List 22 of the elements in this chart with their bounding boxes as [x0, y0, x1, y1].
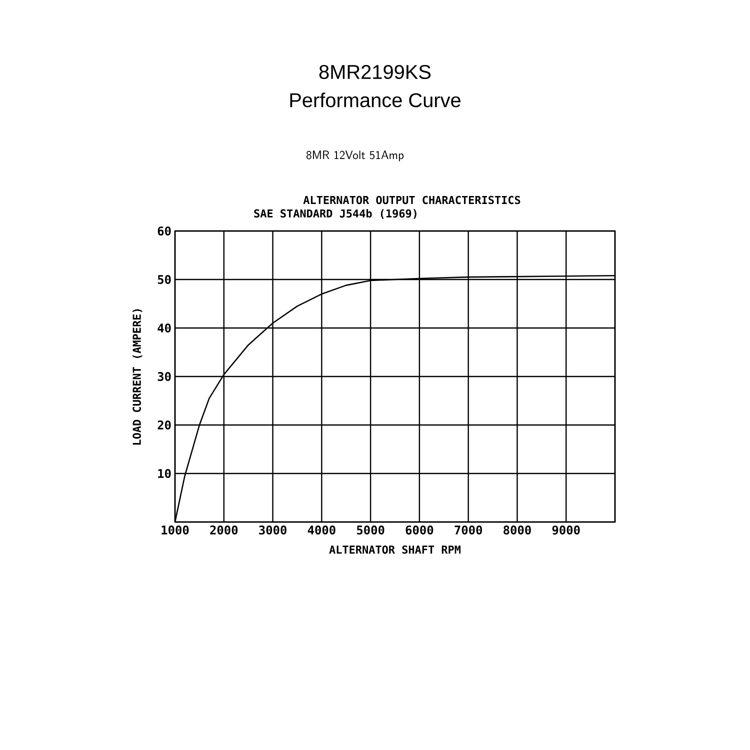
x-tick-label: 5000 — [356, 526, 384, 535]
x-tick-label: 9000 — [552, 526, 580, 535]
chart-title: 8MR2199KS — [319, 64, 431, 80]
text: ALTERNATOR OUTPUT CHARACTERISTICS — [303, 196, 520, 204]
x-axis-title: ALTERNATOR SHAFT RPM — [329, 545, 461, 554]
y-axis-title: LOAD CURRENT (AMPERE) — [132, 309, 142, 445]
y-tick-label: 10 — [158, 468, 171, 478]
text: 8MR 12Volt 51Amp — [306, 150, 404, 162]
x-tick-label: 4000 — [308, 526, 336, 535]
y-tick-label: 30 — [158, 372, 171, 382]
x-tick-label: 3000 — [259, 526, 286, 535]
y-tick-label: 40 — [158, 323, 171, 333]
x-tick-label: 1000 — [162, 526, 189, 535]
y-tick-label: 50 — [158, 274, 171, 284]
x-tick-label: 6000 — [406, 526, 434, 535]
text: SAE STANDARD J544b (1969) — [254, 209, 416, 219]
x-tick-label: 8000 — [504, 526, 531, 535]
y-tick-label: 60 — [158, 226, 171, 236]
y-tick-label: 20 — [158, 420, 171, 430]
x-tick-label: 2000 — [210, 526, 238, 535]
x-tick-label: 7000 — [454, 526, 482, 535]
chart-subtitle: Performance Curve — [290, 92, 460, 108]
